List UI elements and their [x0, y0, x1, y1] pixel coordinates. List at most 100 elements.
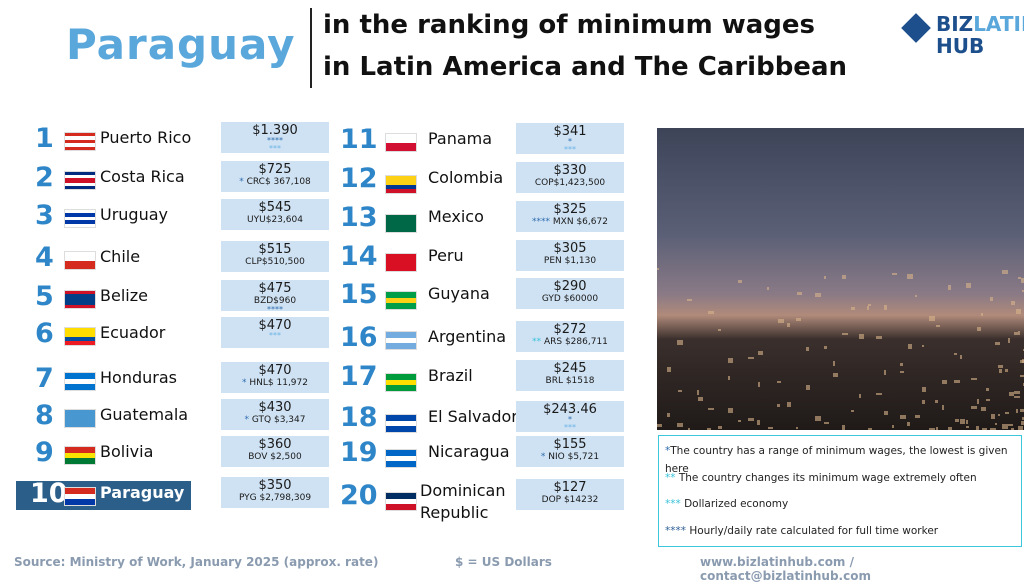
country-name: Guatemala [100, 405, 188, 424]
local-wage: * NIO $5,721 [516, 453, 624, 462]
footnote-mark: *** [516, 424, 624, 432]
flag-icon [385, 492, 417, 511]
country-name: Chile [100, 247, 140, 266]
local-wage: * CRC$ 367,108 [221, 178, 329, 187]
city-light [708, 408, 714, 410]
logo-mark-icon [901, 13, 931, 43]
usd-wage: $1.390 [221, 122, 329, 137]
city-light [922, 400, 925, 404]
wage-box: $470* HNL$ 11,972 [221, 362, 329, 393]
flag-icon [64, 290, 96, 309]
city-light [824, 276, 826, 279]
city-light [981, 407, 986, 411]
city-light [900, 363, 903, 366]
city-light [678, 390, 682, 392]
city-light [884, 370, 886, 375]
city-light [796, 318, 801, 321]
wage-box: $325 **** MXN $6,672 [516, 201, 624, 232]
city-light [976, 426, 979, 430]
footnote-mark: * [245, 415, 250, 425]
city-light [728, 358, 733, 363]
usd-wage: $325 [516, 201, 624, 216]
local-wage-text: UYU$23,604 [247, 215, 303, 225]
city-light [907, 274, 913, 279]
rank-number: 16 [340, 322, 380, 353]
city-light [884, 305, 887, 310]
local-wage-text: BRL $1518 [546, 376, 595, 386]
source-note: Source: Ministry of Work, January 2025 (… [14, 555, 378, 569]
local-wage: PEN $1,130 [516, 257, 624, 266]
city-light [697, 390, 699, 395]
city-light [851, 307, 855, 310]
city-light [990, 428, 996, 430]
wage-box: $470*** [221, 317, 329, 348]
usd-wage: $430 [221, 399, 329, 414]
flag-icon [64, 327, 96, 346]
page-title-country: Paraguay [66, 20, 295, 69]
wage-box: $1.390******* [221, 122, 329, 153]
usd-wage: $725 [221, 161, 329, 176]
city-light [1018, 426, 1023, 430]
city-light [998, 365, 1003, 368]
flag-icon [385, 175, 417, 194]
title-line-2: in Latin America and The Caribbean [323, 52, 847, 82]
footnote-mark: * [541, 452, 546, 462]
local-wage-text: HNL$ 11,972 [249, 378, 308, 388]
city-light [1014, 332, 1018, 335]
city-light [977, 327, 981, 331]
local-wage-text: GTQ $3,347 [252, 415, 306, 425]
city-light [884, 411, 888, 415]
city-light [842, 333, 848, 335]
wage-box: $430* GTQ $3,347 [221, 399, 329, 430]
country-name: Nicaragua [428, 442, 510, 461]
currency-note: $ = US Dollars [455, 555, 552, 569]
city-light [851, 410, 854, 412]
city-light [1002, 270, 1008, 274]
city-light [859, 334, 864, 339]
country-name: Argentina [428, 327, 506, 346]
city-light [908, 344, 912, 349]
city-light [1011, 301, 1015, 305]
city-light [991, 414, 995, 419]
rank-number: 13 [340, 202, 380, 233]
city-light [960, 355, 962, 359]
local-wage: BOV $2,500 [221, 453, 329, 462]
flag-icon [64, 132, 96, 151]
rank-number: 19 [340, 437, 380, 468]
wage-box: $272** ARS $286,711 [516, 321, 624, 352]
city-light [767, 287, 769, 290]
contact-link[interactable]: www.bizlatinhub.com / contact@bizlatinhu… [700, 555, 1024, 583]
city-light [698, 397, 703, 401]
city-light [1018, 277, 1021, 279]
local-wage: **** MXN $6,672 [516, 218, 624, 227]
city-light [942, 405, 944, 410]
country-name: Peru [428, 246, 464, 265]
flag-icon [64, 409, 96, 428]
usd-wage: $360 [221, 436, 329, 451]
wage-box: $243.46**** [516, 401, 624, 432]
country-name: Ecuador [100, 323, 165, 342]
city-light [922, 345, 924, 347]
city-light [667, 367, 671, 372]
city-light [954, 353, 957, 355]
city-light [982, 428, 987, 430]
local-wage-text: GYD $60000 [542, 294, 598, 304]
city-light [907, 422, 910, 426]
city-light [1016, 409, 1018, 413]
usd-wage: $127 [516, 479, 624, 494]
city-light [1018, 331, 1020, 335]
usd-wage: $243.46 [516, 401, 624, 416]
flag-icon [64, 209, 96, 228]
city-light [960, 419, 965, 424]
